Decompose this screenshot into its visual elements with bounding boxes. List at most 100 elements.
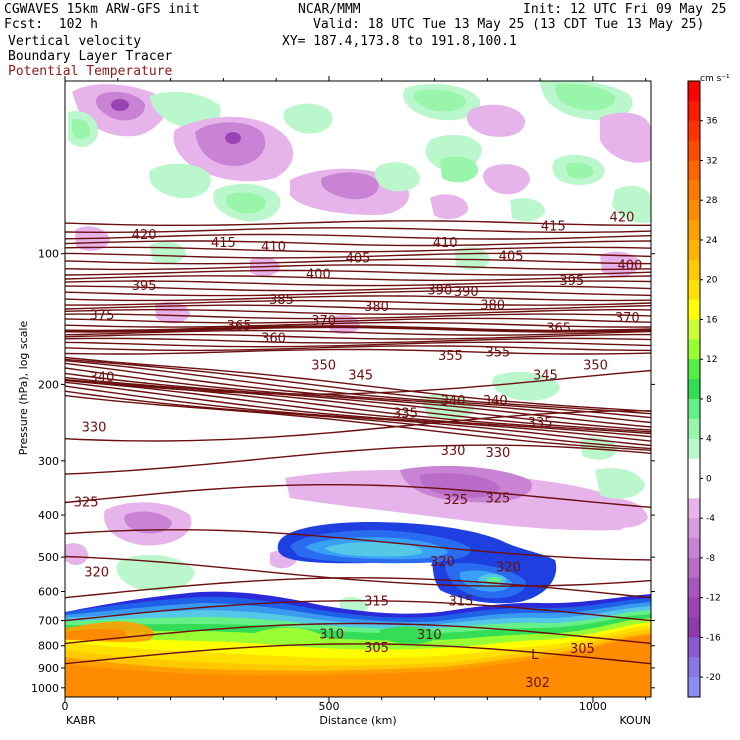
isentrope-label: 355 xyxy=(485,346,510,361)
colorbar-tick-label: 20 xyxy=(706,276,718,286)
colorbar-swatch xyxy=(688,637,700,658)
colorbar-swatch xyxy=(688,677,700,698)
isentrope-line xyxy=(65,269,651,276)
y-tick-label: 800 xyxy=(38,640,59,653)
isentrope-line xyxy=(65,325,651,333)
colorbar-swatch xyxy=(688,418,700,440)
isentrope-label: 380 xyxy=(480,299,505,314)
isentrope-label: 330 xyxy=(485,446,510,461)
y-tick-label: 500 xyxy=(38,551,59,564)
isentrope-label: 305 xyxy=(570,642,595,657)
isentrope-line xyxy=(65,529,651,561)
isentrope-label: 345 xyxy=(533,369,558,384)
y-tick-label: 1000 xyxy=(31,682,59,695)
isentrope-label: 400 xyxy=(306,267,331,282)
valid-time: Valid: 18 UTC Tue 13 May 25 (13 CDT Tue … xyxy=(313,17,705,32)
colorbar-swatch xyxy=(688,259,700,281)
colorbar-swatch xyxy=(688,657,700,678)
isentrope-label: 420 xyxy=(610,210,635,225)
isentrope-line xyxy=(65,321,651,328)
isentrope-line xyxy=(65,555,651,587)
isentrope-line xyxy=(65,220,651,226)
isentrope-line xyxy=(65,348,651,355)
isentrope-line xyxy=(65,577,651,599)
isentrope-label: 302 xyxy=(525,676,550,691)
colorbar-tick-label: 32 xyxy=(706,156,717,166)
isentrope-label: 405 xyxy=(346,251,371,266)
isentrope-label: 315 xyxy=(449,595,474,610)
isentrope-line xyxy=(65,240,651,247)
isentrope-line xyxy=(65,367,651,428)
isentrope-label: 385 xyxy=(269,293,294,308)
field-title-potential-temperature: Potential Temperature xyxy=(8,64,173,79)
isentrope-line xyxy=(65,333,651,340)
isentrope-label: 395 xyxy=(559,274,584,289)
isentrope-label: 335 xyxy=(393,406,418,421)
model-run-title: CGWAVES 15km ARW-GFS init xyxy=(4,2,200,17)
colorbar-swatch xyxy=(688,398,700,420)
colorbar-swatch xyxy=(688,100,700,122)
colorbar-swatch xyxy=(688,597,700,619)
isentrope-label: 320 xyxy=(430,555,455,570)
colorbar-swatch xyxy=(688,379,700,400)
isentrope-label: 340 xyxy=(90,371,115,386)
isentrope-label: 330 xyxy=(441,444,466,459)
isentrope-line xyxy=(65,345,651,352)
colorbar-tick-label: -12 xyxy=(706,594,721,604)
y-tick-label: 300 xyxy=(38,455,59,468)
isentrope-line xyxy=(65,313,651,320)
colorbar-tick-label: 24 xyxy=(706,236,718,246)
isentrope-line xyxy=(65,410,651,442)
isentrope-label: 325 xyxy=(485,491,510,506)
y-tick-label: 100 xyxy=(38,248,59,261)
isentrope-line xyxy=(65,337,651,344)
colorbar-swatch xyxy=(688,120,700,142)
colorbar-swatch xyxy=(688,617,700,638)
isentrope-label: 390 xyxy=(454,285,479,300)
isentrope-label: 415 xyxy=(211,236,236,251)
isentrope-label: 355 xyxy=(438,349,463,364)
isentrope-label: 320 xyxy=(496,560,521,575)
y-axis-label: Pressure (hPa), log scale xyxy=(17,321,30,456)
left-endpoint-label: KABR xyxy=(66,714,96,727)
x-tick-label: 0 xyxy=(62,700,69,713)
isentrope-label: 420 xyxy=(132,228,157,243)
colorbar-swatch xyxy=(688,339,700,360)
colorbar-swatch xyxy=(688,279,700,301)
isentrope-line xyxy=(65,362,651,424)
colorbar-swatch xyxy=(688,81,700,102)
colorbar-tick-label: -16 xyxy=(706,633,721,643)
isentrope-line xyxy=(65,484,651,508)
isentrope-line xyxy=(65,295,651,302)
isentrope-line xyxy=(65,317,651,324)
colorbar-swatch xyxy=(688,498,700,519)
isentrope-line xyxy=(65,444,651,475)
isentrope-label: 360 xyxy=(261,332,286,347)
x-tick-label: 1000 xyxy=(579,700,607,713)
isentrope-line xyxy=(65,299,651,306)
theta-isentropes xyxy=(65,220,651,665)
field-title-vertical-velocity: Vertical velocity xyxy=(8,34,142,49)
isentrope-line xyxy=(65,329,651,336)
x-tick-label: 500 xyxy=(318,700,339,713)
isentrope-line xyxy=(65,252,651,259)
isentrope-line xyxy=(65,394,651,451)
colorbar-swatch xyxy=(688,319,700,340)
isentrope-line xyxy=(65,285,651,292)
colorbar-swatch xyxy=(688,180,700,201)
colorbar-swatch xyxy=(688,478,700,499)
isentrope-line xyxy=(65,258,651,265)
colorbar-swatch xyxy=(688,239,700,261)
isentrope-line xyxy=(65,390,651,450)
field-title-boundary-layer-tracer: Boundary Layer Tracer xyxy=(8,49,173,64)
colorbar-swatch xyxy=(688,200,700,221)
colorbar-swatch xyxy=(688,140,700,161)
isentrope-line xyxy=(65,381,651,442)
colorbar-swatch xyxy=(688,577,700,599)
isentrope-label: 315 xyxy=(364,595,389,610)
colorbar-frame xyxy=(687,80,701,698)
colorbar-swatch xyxy=(688,458,700,479)
isentrope-label: 410 xyxy=(261,240,286,255)
